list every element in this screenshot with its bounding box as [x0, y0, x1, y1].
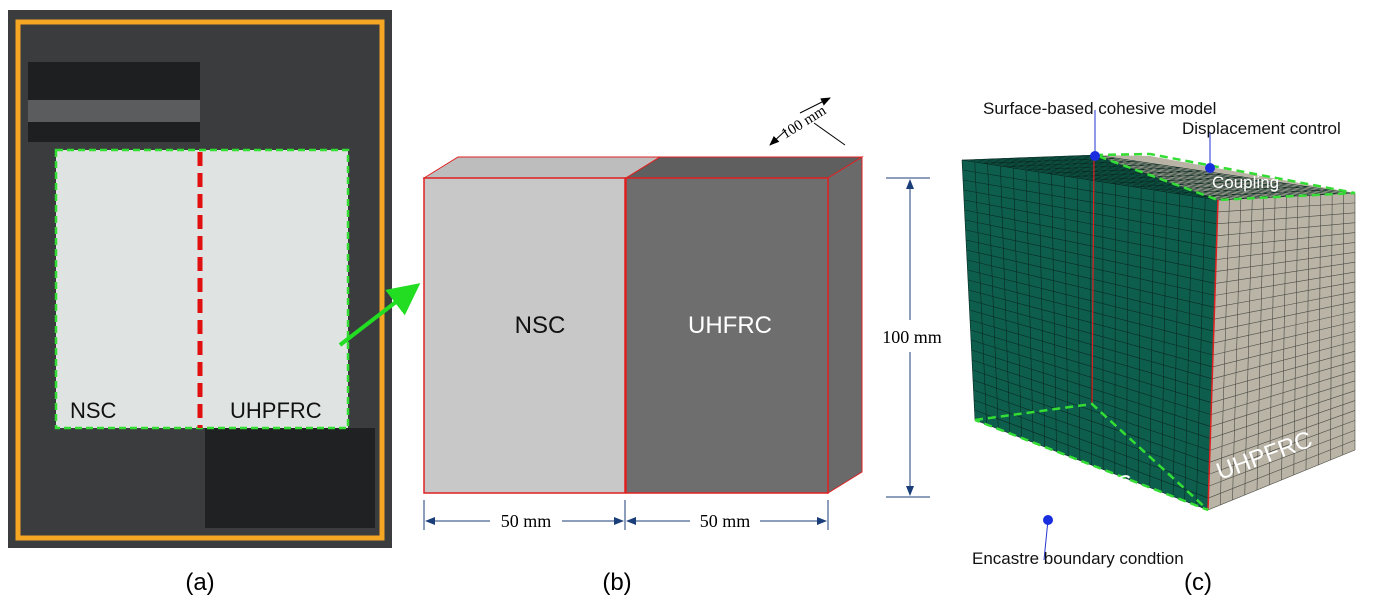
- panel-b: NSC UHFRC 100 mm 50 mm 50 mm 100 mm (b): [424, 98, 942, 596]
- page: NSC UHPFRC (a) NSC UHFRC 100 mm 50 mm 50…: [0, 0, 1386, 598]
- point: [1043, 515, 1053, 525]
- panel-c: Surface-based cohesive model Displacemen…: [962, 99, 1355, 596]
- label: NSC: [70, 398, 117, 423]
- figure: NSC UHPFRC (a) NSC UHFRC 100 mm 50 mm 50…: [0, 0, 1386, 598]
- label: NSC: [515, 312, 566, 339]
- dimension: 100 mm: [882, 327, 942, 347]
- top-face: [424, 157, 660, 178]
- point: [1090, 151, 1100, 161]
- annotation: Surface-based cohesive model: [983, 99, 1216, 118]
- plate: [205, 428, 375, 528]
- caption: (b): [602, 569, 631, 596]
- annotation: Displacement control: [1182, 119, 1341, 138]
- point: [1205, 163, 1215, 173]
- panel-a: NSC UHPFRC (a): [8, 10, 414, 596]
- caption: (a): [185, 569, 214, 596]
- label: UHFRC: [688, 312, 772, 339]
- annotation: Encastre boundary condtion: [972, 549, 1184, 568]
- label: UHPFRC: [230, 398, 322, 423]
- plate: [28, 100, 200, 122]
- top-face: [626, 157, 862, 178]
- annotation: Coupling: [1212, 173, 1279, 192]
- label: NSC: [1081, 469, 1138, 512]
- dimension: 50 mm: [700, 511, 751, 531]
- side-face: [828, 157, 862, 493]
- dimension: 100 mm: [779, 103, 830, 143]
- dimension: 50 mm: [501, 511, 552, 531]
- caption: (c): [1184, 569, 1212, 596]
